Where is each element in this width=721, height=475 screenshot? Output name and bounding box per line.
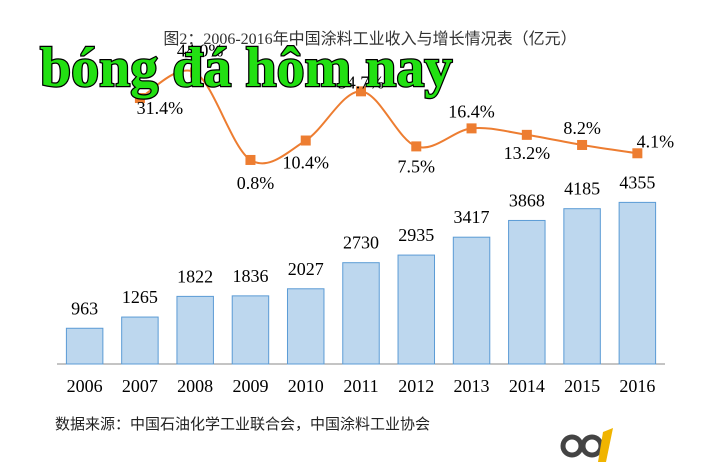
x-tick-label: 2014 xyxy=(509,376,545,396)
line-value-label: 10.4% xyxy=(282,153,329,173)
bar-value-label: 2730 xyxy=(343,233,379,253)
chart-title: 图2：2006-2016年中国涂料工业收入与增长情况表（亿元） xyxy=(163,30,576,48)
line-marker xyxy=(521,129,532,140)
line-marker xyxy=(411,141,422,152)
bar-value-label: 2027 xyxy=(288,259,324,279)
bar xyxy=(231,295,270,365)
x-tick-label: 2012 xyxy=(398,376,434,396)
bar-value-label: 1265 xyxy=(122,287,158,307)
line-value-label: 34.7% xyxy=(338,72,385,92)
bar-value-label: 4355 xyxy=(619,172,655,192)
line-marker xyxy=(134,93,145,104)
logo xyxy=(560,428,613,462)
line-marker xyxy=(190,67,201,78)
line-value-label: 31.4% xyxy=(137,98,184,118)
bar xyxy=(563,208,601,365)
bar xyxy=(286,288,325,365)
bar-value-label: 1822 xyxy=(177,266,213,286)
growth-line xyxy=(139,69,638,165)
bar xyxy=(397,254,436,365)
x-tick-label: 2013 xyxy=(454,376,490,396)
x-tick-label: 2015 xyxy=(564,376,600,396)
bar xyxy=(176,295,214,365)
bar-value-label: 4185 xyxy=(564,179,600,199)
bar-value-label: 963 xyxy=(71,298,98,318)
bar xyxy=(618,201,657,365)
line-value-label: 44.0% xyxy=(177,41,224,61)
bar xyxy=(121,316,159,365)
line-value-label: 4.1% xyxy=(637,131,675,151)
bar-value-label: 1836 xyxy=(232,266,268,286)
line-value-label: 0.8% xyxy=(237,173,275,193)
x-tick-label: 2010 xyxy=(288,376,324,396)
logo-mark xyxy=(598,428,613,462)
x-tick-label: 2007 xyxy=(122,376,158,396)
bar-value-label: 3417 xyxy=(454,207,490,227)
bar xyxy=(342,262,380,365)
bar-value-label: 3868 xyxy=(509,190,545,210)
bar-value-label: 2935 xyxy=(398,225,434,245)
line-value-label: 7.5% xyxy=(398,156,436,176)
source-note: 数据来源：中国石油化学工业联合会，中国涂料工业协会 xyxy=(55,415,430,433)
line-marker xyxy=(356,86,366,97)
line-marker xyxy=(466,123,477,134)
line-marker xyxy=(577,139,588,150)
overlay-text: bóng đá hôm nay xyxy=(40,37,452,99)
line-value-label: 8.2% xyxy=(563,118,601,138)
x-tick-label: 2008 xyxy=(177,376,213,396)
line-marker xyxy=(245,154,256,165)
logo-mark xyxy=(580,434,604,458)
x-tick-label: 2009 xyxy=(232,376,268,396)
line-marker xyxy=(300,135,311,146)
x-tick-label: 2006 xyxy=(67,376,103,396)
x-tick-label: 2011 xyxy=(343,376,378,396)
line-marker xyxy=(632,148,643,159)
line-value-label: 13.2% xyxy=(504,143,551,163)
x-tick-label: 2016 xyxy=(619,376,655,396)
bar xyxy=(452,236,491,365)
bar xyxy=(65,327,104,365)
logo-mark xyxy=(560,434,584,458)
bar xyxy=(508,219,546,365)
line-value-label: 16.4% xyxy=(448,101,495,121)
